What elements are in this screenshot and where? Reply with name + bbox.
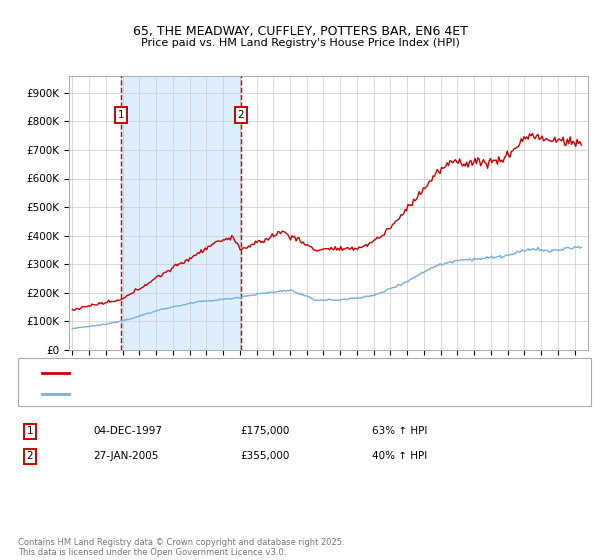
Text: 1: 1: [118, 110, 125, 120]
Text: £355,000: £355,000: [240, 451, 289, 461]
Text: 04-DEC-1997: 04-DEC-1997: [93, 426, 162, 436]
Text: 1: 1: [26, 426, 34, 436]
Bar: [121, 76, 241, 350]
Text: 2: 2: [238, 110, 244, 120]
Text: Contains HM Land Registry data © Crown copyright and database right 2025.
This d: Contains HM Land Registry data © Crown c…: [18, 538, 344, 557]
Text: 63% ↑ HPI: 63% ↑ HPI: [372, 426, 427, 436]
Text: 2: 2: [26, 451, 34, 461]
Text: Price paid vs. HM Land Registry's House Price Index (HPI): Price paid vs. HM Land Registry's House …: [140, 38, 460, 48]
Text: 40% ↑ HPI: 40% ↑ HPI: [372, 451, 427, 461]
Text: £175,000: £175,000: [240, 426, 289, 436]
Text: HPI: Average price, semi-detached house, Welwyn Hatfield: HPI: Average price, semi-detached house,…: [75, 390, 354, 399]
Text: 65, THE MEADWAY, CUFFLEY, POTTERS BAR, EN6 4ET: 65, THE MEADWAY, CUFFLEY, POTTERS BAR, E…: [133, 25, 467, 38]
Text: 27-JAN-2005: 27-JAN-2005: [93, 451, 158, 461]
Text: 65, THE MEADWAY, CUFFLEY, POTTERS BAR, EN6 4ET (semi-detached house): 65, THE MEADWAY, CUFFLEY, POTTERS BAR, E…: [75, 368, 440, 377]
